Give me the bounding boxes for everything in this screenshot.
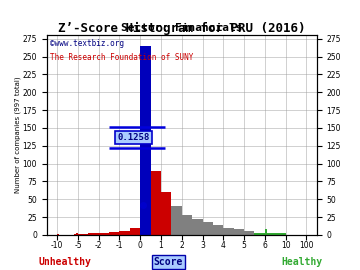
Bar <box>234 229 244 235</box>
Bar <box>150 171 161 235</box>
Title: Z’-Score Histogram for PRU (2016): Z’-Score Histogram for PRU (2016) <box>58 22 306 35</box>
Bar <box>120 231 130 235</box>
Bar <box>244 231 255 235</box>
Text: Sector: Financials: Sector: Financials <box>121 23 243 33</box>
Bar <box>76 234 78 235</box>
Bar <box>45 234 47 235</box>
Bar <box>273 234 275 235</box>
Bar <box>213 225 223 235</box>
Bar <box>182 215 192 235</box>
Text: Healthy: Healthy <box>282 257 323 267</box>
Text: The Research Foundation of SUNY: The Research Foundation of SUNY <box>50 53 193 62</box>
Bar <box>267 234 270 235</box>
Bar <box>283 234 285 235</box>
Bar <box>88 234 92 235</box>
Bar <box>280 234 283 235</box>
Y-axis label: Number of companies (997 total): Number of companies (997 total) <box>15 77 21 193</box>
Bar <box>95 233 99 235</box>
Bar <box>81 234 85 235</box>
Text: Unhealthy: Unhealthy <box>39 257 91 267</box>
Bar <box>203 222 213 235</box>
Bar <box>74 234 76 235</box>
Bar <box>270 234 273 235</box>
Text: Score: Score <box>154 257 183 267</box>
Bar <box>278 234 280 235</box>
Bar <box>140 46 150 235</box>
Bar <box>57 234 59 235</box>
Text: ©www.textbiz.org: ©www.textbiz.org <box>50 39 123 48</box>
Bar <box>265 229 267 235</box>
Bar <box>85 234 88 235</box>
Bar <box>109 232 120 235</box>
Text: 0.1258: 0.1258 <box>117 133 150 142</box>
Bar <box>223 228 234 235</box>
Bar <box>99 233 109 235</box>
Bar <box>255 233 265 235</box>
Bar <box>92 234 95 235</box>
Bar <box>78 234 81 235</box>
Bar <box>171 206 182 235</box>
Bar <box>192 219 203 235</box>
Bar <box>130 228 140 235</box>
Bar <box>275 234 278 235</box>
Bar <box>161 192 171 235</box>
